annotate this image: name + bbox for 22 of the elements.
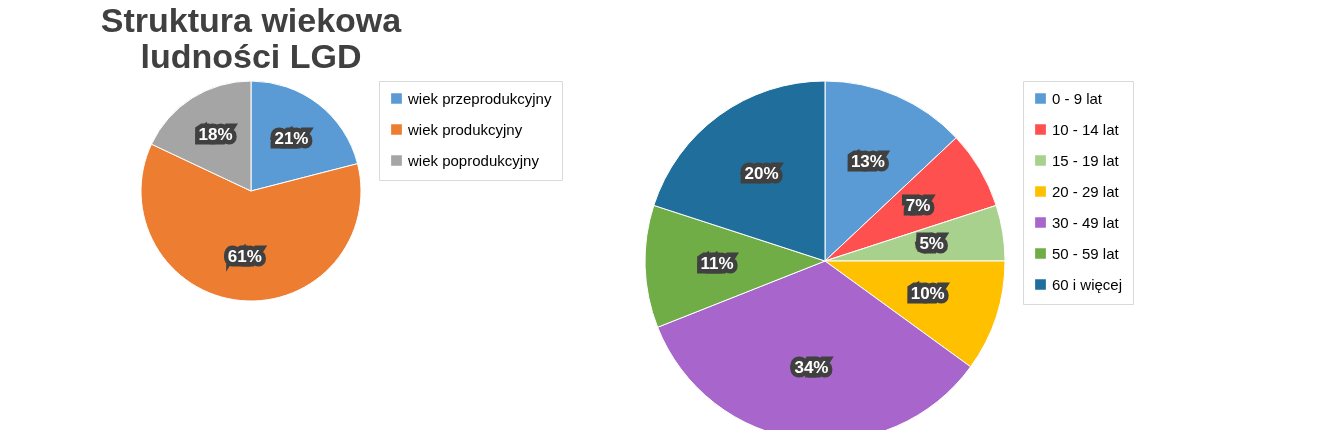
data-label: 13% bbox=[850, 151, 885, 171]
text: Struktura wiekowa bbox=[100, 1, 402, 39]
legend-label: 15 - 19 lat bbox=[1052, 151, 1120, 169]
data-label: 7% bbox=[905, 196, 931, 216]
text: ludności LGD bbox=[140, 37, 362, 75]
legend-label: 0 - 9 lat bbox=[1052, 89, 1103, 107]
data-label: 21% bbox=[274, 128, 309, 148]
legend-label: 30 - 49 lat bbox=[1052, 213, 1120, 231]
legend-label: 50 - 59 lat bbox=[1052, 244, 1120, 262]
legend-label: 10 - 14 lat bbox=[1052, 120, 1120, 138]
data-label: 5% bbox=[919, 234, 944, 254]
data-label: 18% bbox=[198, 125, 233, 145]
data-label: 10% bbox=[910, 284, 945, 304]
data-label: 11% bbox=[700, 254, 734, 274]
data-label: 34% bbox=[794, 358, 829, 378]
legend-label: wiek przeprodukcyjny bbox=[407, 89, 552, 107]
legend-label: wiek poprodukcyjny bbox=[407, 151, 540, 169]
legend-label: 60 i więcej bbox=[1052, 275, 1123, 293]
data-label: 20% bbox=[744, 163, 779, 183]
legend-label: 20 - 29 lat bbox=[1052, 182, 1120, 200]
data-label: 61% bbox=[227, 246, 262, 266]
legend-label: wiek produkcyjny bbox=[407, 120, 523, 138]
